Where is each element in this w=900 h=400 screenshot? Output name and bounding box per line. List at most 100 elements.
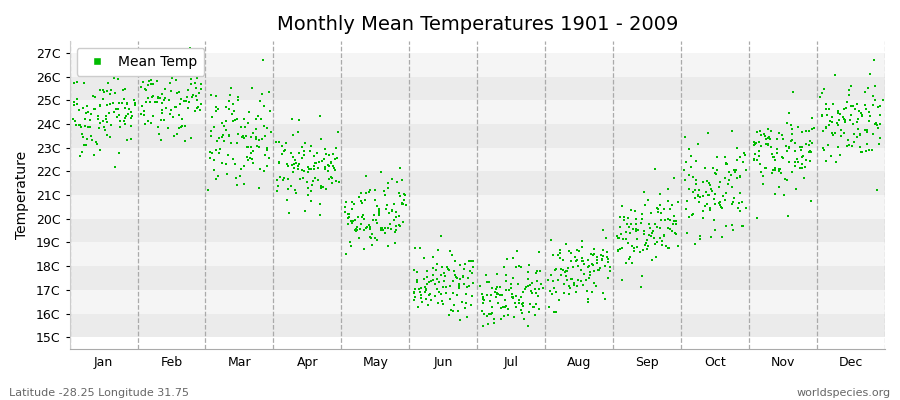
Point: [201, 187, 215, 193]
Point: [68, 118, 82, 124]
Point: [873, 120, 887, 127]
Point: [870, 187, 885, 193]
Point: [600, 256, 615, 262]
Point: [629, 225, 643, 232]
Point: [775, 154, 789, 160]
Point: [340, 215, 355, 222]
Point: [463, 258, 477, 265]
Point: [518, 284, 533, 290]
Point: [696, 208, 710, 214]
Point: [410, 268, 424, 275]
Point: [574, 258, 589, 264]
Point: [688, 186, 702, 193]
Point: [596, 253, 610, 259]
Point: [70, 101, 85, 107]
Point: [796, 175, 811, 182]
Point: [527, 303, 542, 310]
Point: [859, 106, 873, 112]
Point: [499, 277, 513, 284]
Point: [68, 118, 82, 124]
Point: [311, 164, 326, 171]
Point: [582, 274, 597, 281]
Point: [765, 166, 779, 173]
Point: [596, 247, 610, 253]
Point: [505, 290, 519, 297]
Point: [278, 147, 293, 154]
Point: [354, 198, 368, 204]
Point: [146, 81, 160, 87]
Point: [436, 300, 450, 307]
Point: [832, 116, 846, 123]
Point: [254, 116, 268, 122]
Point: [515, 301, 529, 307]
Point: [328, 156, 343, 162]
Point: [530, 278, 544, 284]
Point: [721, 177, 735, 184]
Point: [753, 132, 768, 138]
Point: [397, 196, 411, 203]
Point: [465, 280, 480, 286]
Point: [443, 296, 457, 302]
Point: [204, 114, 219, 120]
Point: [689, 158, 704, 164]
Point: [579, 277, 593, 283]
Point: [794, 147, 808, 154]
Point: [724, 184, 739, 190]
Point: [284, 150, 298, 156]
Point: [120, 100, 134, 106]
Point: [364, 235, 378, 242]
Point: [142, 99, 157, 105]
Point: [144, 77, 158, 84]
Point: [354, 221, 368, 228]
Point: [186, 92, 201, 98]
Point: [816, 128, 831, 134]
Point: [591, 267, 606, 273]
Point: [452, 281, 466, 287]
Point: [565, 276, 580, 282]
Point: [347, 200, 362, 207]
Point: [592, 266, 607, 273]
Point: [145, 94, 159, 100]
Point: [774, 170, 788, 176]
Point: [509, 248, 524, 254]
Bar: [69, 242, 885, 266]
Point: [553, 255, 567, 261]
Point: [428, 293, 442, 299]
Point: [819, 101, 833, 108]
Legend: Mean Temp: Mean Temp: [76, 48, 204, 76]
Point: [804, 198, 818, 204]
Point: [222, 97, 237, 104]
Point: [840, 143, 854, 150]
Point: [576, 261, 590, 268]
Point: [143, 120, 157, 127]
Point: [264, 129, 278, 136]
Point: [667, 175, 681, 182]
Point: [627, 248, 642, 255]
Point: [155, 110, 169, 116]
Point: [253, 166, 267, 172]
Point: [148, 68, 162, 75]
Point: [680, 198, 694, 204]
Point: [622, 224, 636, 230]
Point: [662, 226, 677, 233]
Point: [241, 144, 256, 150]
Point: [770, 146, 784, 152]
Point: [508, 314, 522, 320]
Point: [260, 124, 274, 131]
Point: [326, 163, 340, 169]
Point: [601, 274, 616, 281]
Point: [788, 140, 802, 146]
Point: [702, 192, 716, 198]
Point: [318, 166, 332, 172]
Point: [843, 111, 858, 118]
Point: [626, 225, 640, 232]
Point: [498, 304, 512, 310]
Point: [618, 236, 633, 242]
Point: [272, 160, 286, 166]
Point: [490, 284, 504, 290]
Point: [593, 264, 608, 271]
Point: [392, 190, 406, 196]
Point: [817, 86, 832, 92]
Point: [518, 286, 533, 292]
Point: [356, 216, 371, 222]
